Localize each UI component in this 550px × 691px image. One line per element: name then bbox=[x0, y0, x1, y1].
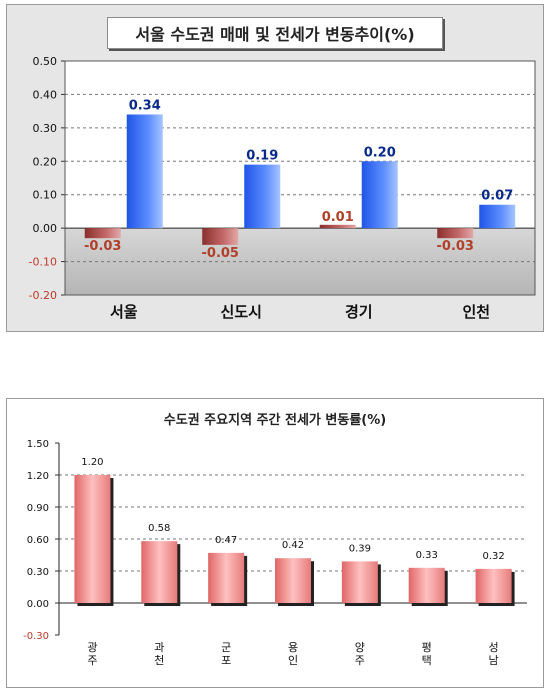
y-tick-label: 0.00 bbox=[27, 599, 49, 610]
bar-maemae bbox=[202, 228, 239, 245]
x-category-label: 과 bbox=[154, 641, 164, 654]
x-category-label: 천 bbox=[154, 653, 164, 667]
data-label-maemae: -0.03 bbox=[84, 239, 121, 254]
data-label: 0.39 bbox=[349, 543, 371, 554]
x-category-label: 인천 bbox=[462, 303, 490, 321]
bar-jeonse bbox=[479, 204, 516, 229]
x-category-label: 포 bbox=[221, 654, 231, 667]
x-category-label: 양 bbox=[355, 641, 365, 654]
data-label-jeonse: 0.19 bbox=[246, 149, 278, 164]
bar-jeonse-rate bbox=[208, 552, 245, 603]
bar-jeonse-rate bbox=[475, 568, 512, 603]
y-tick-label: -0.10 bbox=[29, 256, 57, 269]
y-tick-label: -0.30 bbox=[23, 631, 49, 642]
bar-jeonse bbox=[244, 164, 281, 229]
y-tick-label: 0.20 bbox=[33, 155, 58, 168]
data-label-maemae: 0.01 bbox=[322, 210, 354, 225]
bar-maemae bbox=[437, 228, 474, 239]
x-category-label: 광 bbox=[87, 641, 97, 654]
y-tick-label: -0.20 bbox=[29, 289, 57, 302]
x-category-label: 성 bbox=[489, 641, 499, 654]
y-tick-label: 1.50 bbox=[27, 439, 49, 450]
bar-jeonse-rate bbox=[408, 567, 445, 603]
y-tick-label: 0.10 bbox=[33, 189, 58, 202]
y-tick-label: 0.60 bbox=[27, 535, 49, 546]
y-tick-label: 1.20 bbox=[27, 471, 49, 482]
data-label: 0.58 bbox=[148, 523, 170, 534]
data-label: 0.42 bbox=[282, 540, 304, 551]
bar-jeonse-rate bbox=[275, 558, 311, 603]
x-category-label: 신도시 bbox=[221, 303, 262, 321]
data-label-jeonse: 0.34 bbox=[129, 98, 161, 113]
x-category-label: 남 bbox=[489, 654, 499, 667]
data-label-jeonse: 0.07 bbox=[481, 189, 513, 204]
bar-jeonse-rate bbox=[74, 475, 111, 603]
data-label-maemae: -0.05 bbox=[202, 246, 239, 261]
x-category-label: 택 bbox=[422, 654, 432, 667]
x-category-label: 군 bbox=[221, 641, 231, 654]
x-category-label: 서울 bbox=[110, 303, 138, 321]
x-category-label: 주 bbox=[355, 654, 365, 667]
y-tick-label: 0.30 bbox=[33, 122, 58, 135]
bar-jeonse bbox=[361, 161, 398, 229]
bar-jeonse bbox=[126, 114, 163, 229]
chart-1-title: 서울 수도권 매매 및 전세가 변동추이(%) bbox=[107, 17, 443, 49]
y-tick-label: 0.40 bbox=[33, 88, 58, 101]
x-category-label: 경기 bbox=[345, 303, 373, 321]
chart-1-svg: 0.50 0.40 0.30 0.20 0.10 0.00 -0.10 -0.20 -0.03 0… bbox=[29, 55, 536, 321]
chart-2-title: 수도권 주요지역 주간 전세가 변동률(%) bbox=[163, 413, 387, 428]
bar-maemae bbox=[84, 228, 121, 239]
y-tick-label: 0.50 bbox=[33, 55, 58, 68]
data-label: 1.20 bbox=[81, 457, 103, 468]
y-tick-label: 0.00 bbox=[33, 222, 58, 235]
chart-1-panel: 서울 수도권 매매 및 전세가 변동추이(%) 매매 전세 0.500.400.… bbox=[6, 4, 544, 332]
data-label-jeonse: 0.20 bbox=[364, 145, 396, 160]
x-category-label: 인 bbox=[288, 654, 298, 667]
data-label: 0.33 bbox=[416, 550, 438, 561]
data-label: 0.47 bbox=[215, 535, 237, 546]
bar-maemae bbox=[319, 224, 356, 229]
plot-border bbox=[64, 60, 536, 296]
data-label-maemae: -0.03 bbox=[437, 239, 474, 254]
y-tick-label: 0.90 bbox=[27, 503, 49, 514]
chart-2-panel: 수도권 주요지역 주간 전세가 변동률(%) 1.50 1.20 0.90 0.60 0… bbox=[6, 398, 544, 688]
x-category-label: 주 bbox=[87, 654, 97, 667]
y-tick-label: 0.30 bbox=[27, 567, 49, 578]
data-label: 0.32 bbox=[482, 551, 504, 562]
x-category-label: 평 bbox=[422, 641, 432, 654]
bar-jeonse-rate bbox=[141, 541, 178, 603]
bar-jeonse-rate bbox=[341, 561, 378, 603]
chart-2-svg: 1.501.200.900.600.300.00-0.301.20광주0.58과… bbox=[23, 439, 527, 667]
x-category-label: 용 bbox=[288, 641, 298, 654]
